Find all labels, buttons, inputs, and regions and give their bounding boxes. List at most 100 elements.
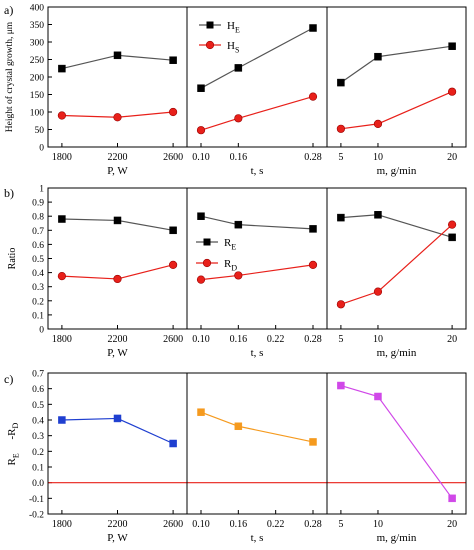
x-axis-label: P, W: [107, 165, 128, 177]
data-point: [197, 84, 205, 92]
data-point: [234, 64, 243, 72]
y-axis-label: Height of crystal growth, μm: [4, 21, 15, 132]
y-tick-label: 0.5: [32, 401, 44, 411]
x-tick-label: 2200: [108, 334, 128, 345]
data-point: [234, 114, 243, 123]
data-point: [57, 272, 67, 281]
y-tick-label: 400: [30, 4, 45, 14]
data-point: [337, 213, 345, 222]
x-tick-label: 2600: [163, 152, 183, 163]
data-point: [58, 64, 66, 73]
x-tick-label: 1800: [52, 152, 72, 163]
subplot-frame: [326, 187, 467, 330]
y-tick-label: 0.0: [32, 479, 44, 489]
data-point: [234, 220, 243, 229]
series-line: [200, 27, 314, 89]
x-tick-label: 5: [338, 519, 343, 530]
x-tick-label: 0.16: [230, 334, 248, 345]
y-tick-label: 100: [30, 109, 45, 119]
data-point: [309, 225, 317, 233]
data-point: [197, 408, 205, 416]
x-axis-label: m, g/min: [377, 165, 417, 177]
y-tick-label: 0.1: [32, 464, 44, 474]
y-tick-label: 0: [39, 326, 44, 336]
y-tick-label: 0.7: [32, 227, 44, 237]
x-tick-label: 2200: [108, 152, 128, 163]
series-line: [340, 224, 453, 305]
y-tick-label: 0.2: [32, 297, 44, 307]
subplot-frame: [47, 187, 188, 330]
data-point: [113, 414, 122, 423]
data-point: [374, 392, 382, 401]
x-tick-label: 10: [373, 519, 383, 530]
legend-label: RE: [224, 237, 236, 251]
y-tick-label: 300: [30, 39, 45, 49]
data-point: [169, 260, 178, 269]
series-line: [200, 215, 314, 230]
x-tick-label: 10: [373, 152, 383, 163]
legend-label: RD: [224, 258, 237, 272]
x-tick-label: 2600: [163, 334, 183, 345]
data-point: [234, 422, 243, 431]
data-point: [309, 24, 317, 32]
y-axis-label: RE: [6, 453, 20, 465]
x-tick-label: 0.10: [192, 334, 210, 345]
y-tick-label: 50: [35, 126, 45, 136]
y-tick-label: 200: [30, 74, 45, 84]
panel-label: c): [4, 372, 13, 386]
y-tick-label: 150: [30, 91, 45, 101]
x-tick-label: 1800: [52, 334, 72, 345]
y-tick-label: 0.6: [32, 241, 44, 251]
data-point: [57, 111, 67, 120]
y-tick-label: 0.8: [32, 213, 44, 223]
data-point: [448, 42, 456, 50]
legend-marker: [202, 258, 212, 268]
x-tick-label: 0.28: [304, 334, 322, 345]
x-tick-label: 5: [338, 334, 343, 345]
data-point: [374, 211, 382, 219]
x-tick-label: 1800: [52, 519, 72, 530]
legend-marker: [205, 40, 215, 50]
y-tick-label: 0.4: [32, 269, 44, 279]
x-axis-label: t, s: [251, 347, 264, 359]
y-axis-label-part: -RD: [6, 423, 20, 440]
y-axis-label: Ratio: [7, 248, 18, 270]
x-tick-label: 0.16: [230, 519, 248, 530]
y-tick-label: 0.6: [32, 385, 44, 395]
x-axis-label: m, g/min: [377, 347, 417, 359]
y-tick-label: 250: [30, 56, 45, 66]
panel-label: a): [4, 3, 13, 17]
data-point: [196, 275, 206, 284]
y-tick-label: 0.5: [32, 255, 44, 265]
data-point: [448, 494, 456, 503]
y-tick-label: 1: [39, 185, 44, 195]
series-line: [61, 417, 174, 445]
x-tick-label: 0.22: [267, 334, 285, 345]
data-point: [308, 260, 318, 269]
legend-label: HS: [227, 40, 239, 54]
series-line: [200, 411, 314, 443]
data-point: [336, 124, 346, 133]
y-tick-label: 0: [39, 144, 44, 154]
x-tick-label: 5: [338, 152, 343, 163]
data-point: [234, 271, 243, 280]
data-point: [113, 216, 122, 225]
data-point: [374, 52, 382, 61]
x-tick-label: 0.28: [304, 519, 322, 530]
data-point: [337, 381, 345, 390]
x-axis-label: P, W: [107, 532, 128, 544]
x-tick-label: 0.16: [230, 152, 248, 163]
x-tick-label: 20: [447, 334, 457, 345]
y-tick-label: 0.4: [32, 417, 44, 427]
x-axis-label: t, s: [251, 532, 264, 544]
y-tick-label: 0.3: [32, 283, 44, 293]
data-point: [373, 287, 383, 296]
series-line: [340, 384, 453, 499]
data-point: [336, 300, 346, 309]
x-tick-label: 0.10: [192, 519, 210, 530]
y-tick-label: 0.9: [32, 199, 44, 209]
subplot-frame: [326, 372, 467, 515]
legend-marker: [206, 21, 214, 29]
y-tick-label: 0.1: [32, 311, 44, 321]
legend-label: HE: [227, 20, 240, 34]
